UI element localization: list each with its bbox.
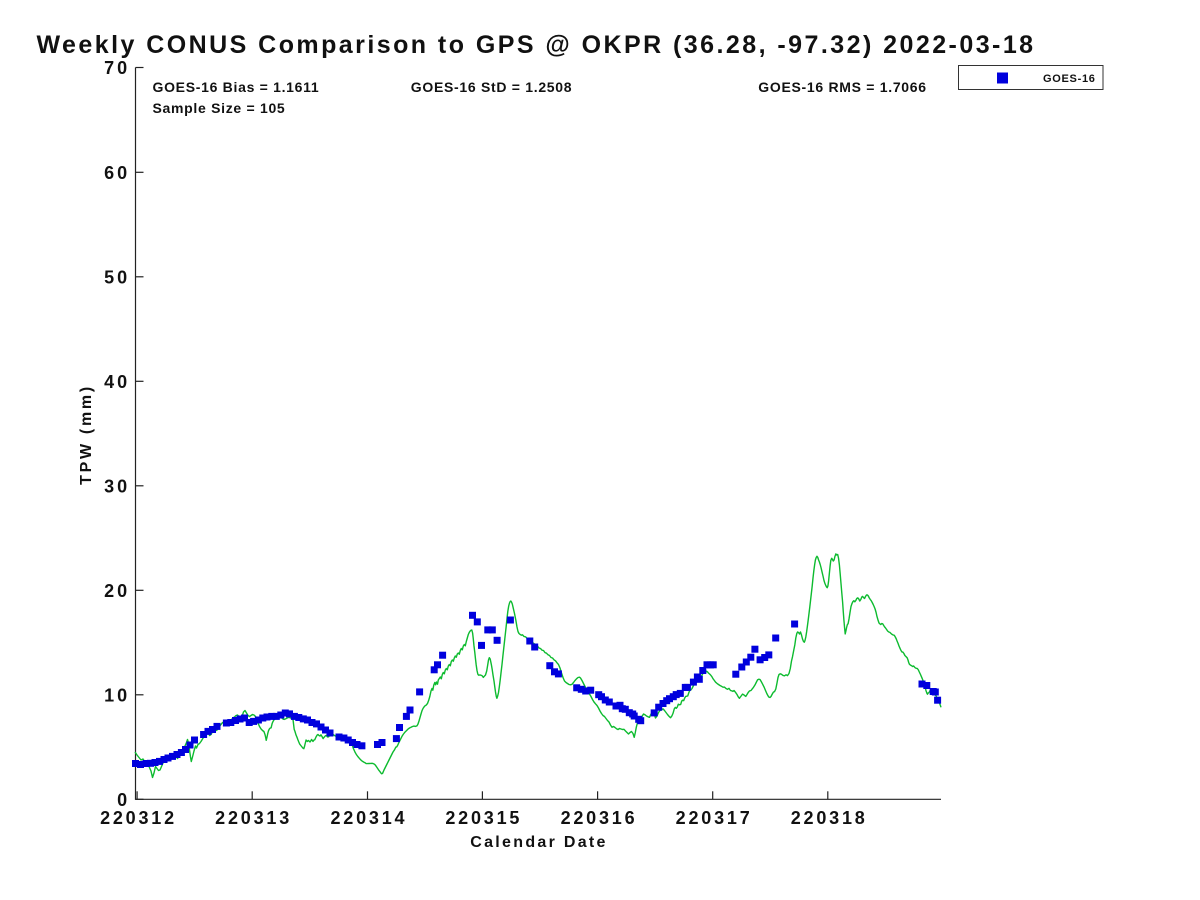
svg-text:40: 40: [104, 372, 130, 392]
svg-text:GOES-16 Bias = 1.1611: GOES-16 Bias = 1.1611: [153, 79, 320, 95]
svg-text:Weekly CONUS Comparison to GPS: Weekly CONUS Comparison to GPS @ OKPR (3…: [36, 31, 1035, 59]
svg-text:20: 20: [104, 581, 130, 601]
svg-text:220312: 220312: [100, 808, 177, 828]
svg-text:50: 50: [104, 267, 130, 287]
svg-text:Calendar Date: Calendar Date: [470, 834, 608, 851]
svg-text:220316: 220316: [561, 808, 638, 828]
svg-text:TPW (mm): TPW (mm): [78, 384, 95, 485]
svg-text:GOES-16 StD = 1.2508: GOES-16 StD = 1.2508: [411, 79, 572, 95]
svg-text:60: 60: [104, 163, 130, 183]
svg-text:220315: 220315: [445, 808, 522, 828]
svg-text:30: 30: [104, 476, 130, 496]
svg-text:220318: 220318: [791, 808, 868, 828]
svg-text:GOES-16 RMS = 1.7066: GOES-16 RMS = 1.7066: [758, 79, 926, 95]
svg-text:0: 0: [117, 790, 130, 810]
svg-text:70: 70: [104, 58, 130, 78]
svg-text:GOES-16: GOES-16: [1043, 73, 1096, 85]
svg-text:10: 10: [104, 685, 130, 705]
svg-text:Sample Size = 105: Sample Size = 105: [153, 100, 286, 116]
svg-text:220313: 220313: [215, 808, 292, 828]
svg-text:220317: 220317: [676, 808, 753, 828]
svg-text:220314: 220314: [330, 808, 407, 828]
